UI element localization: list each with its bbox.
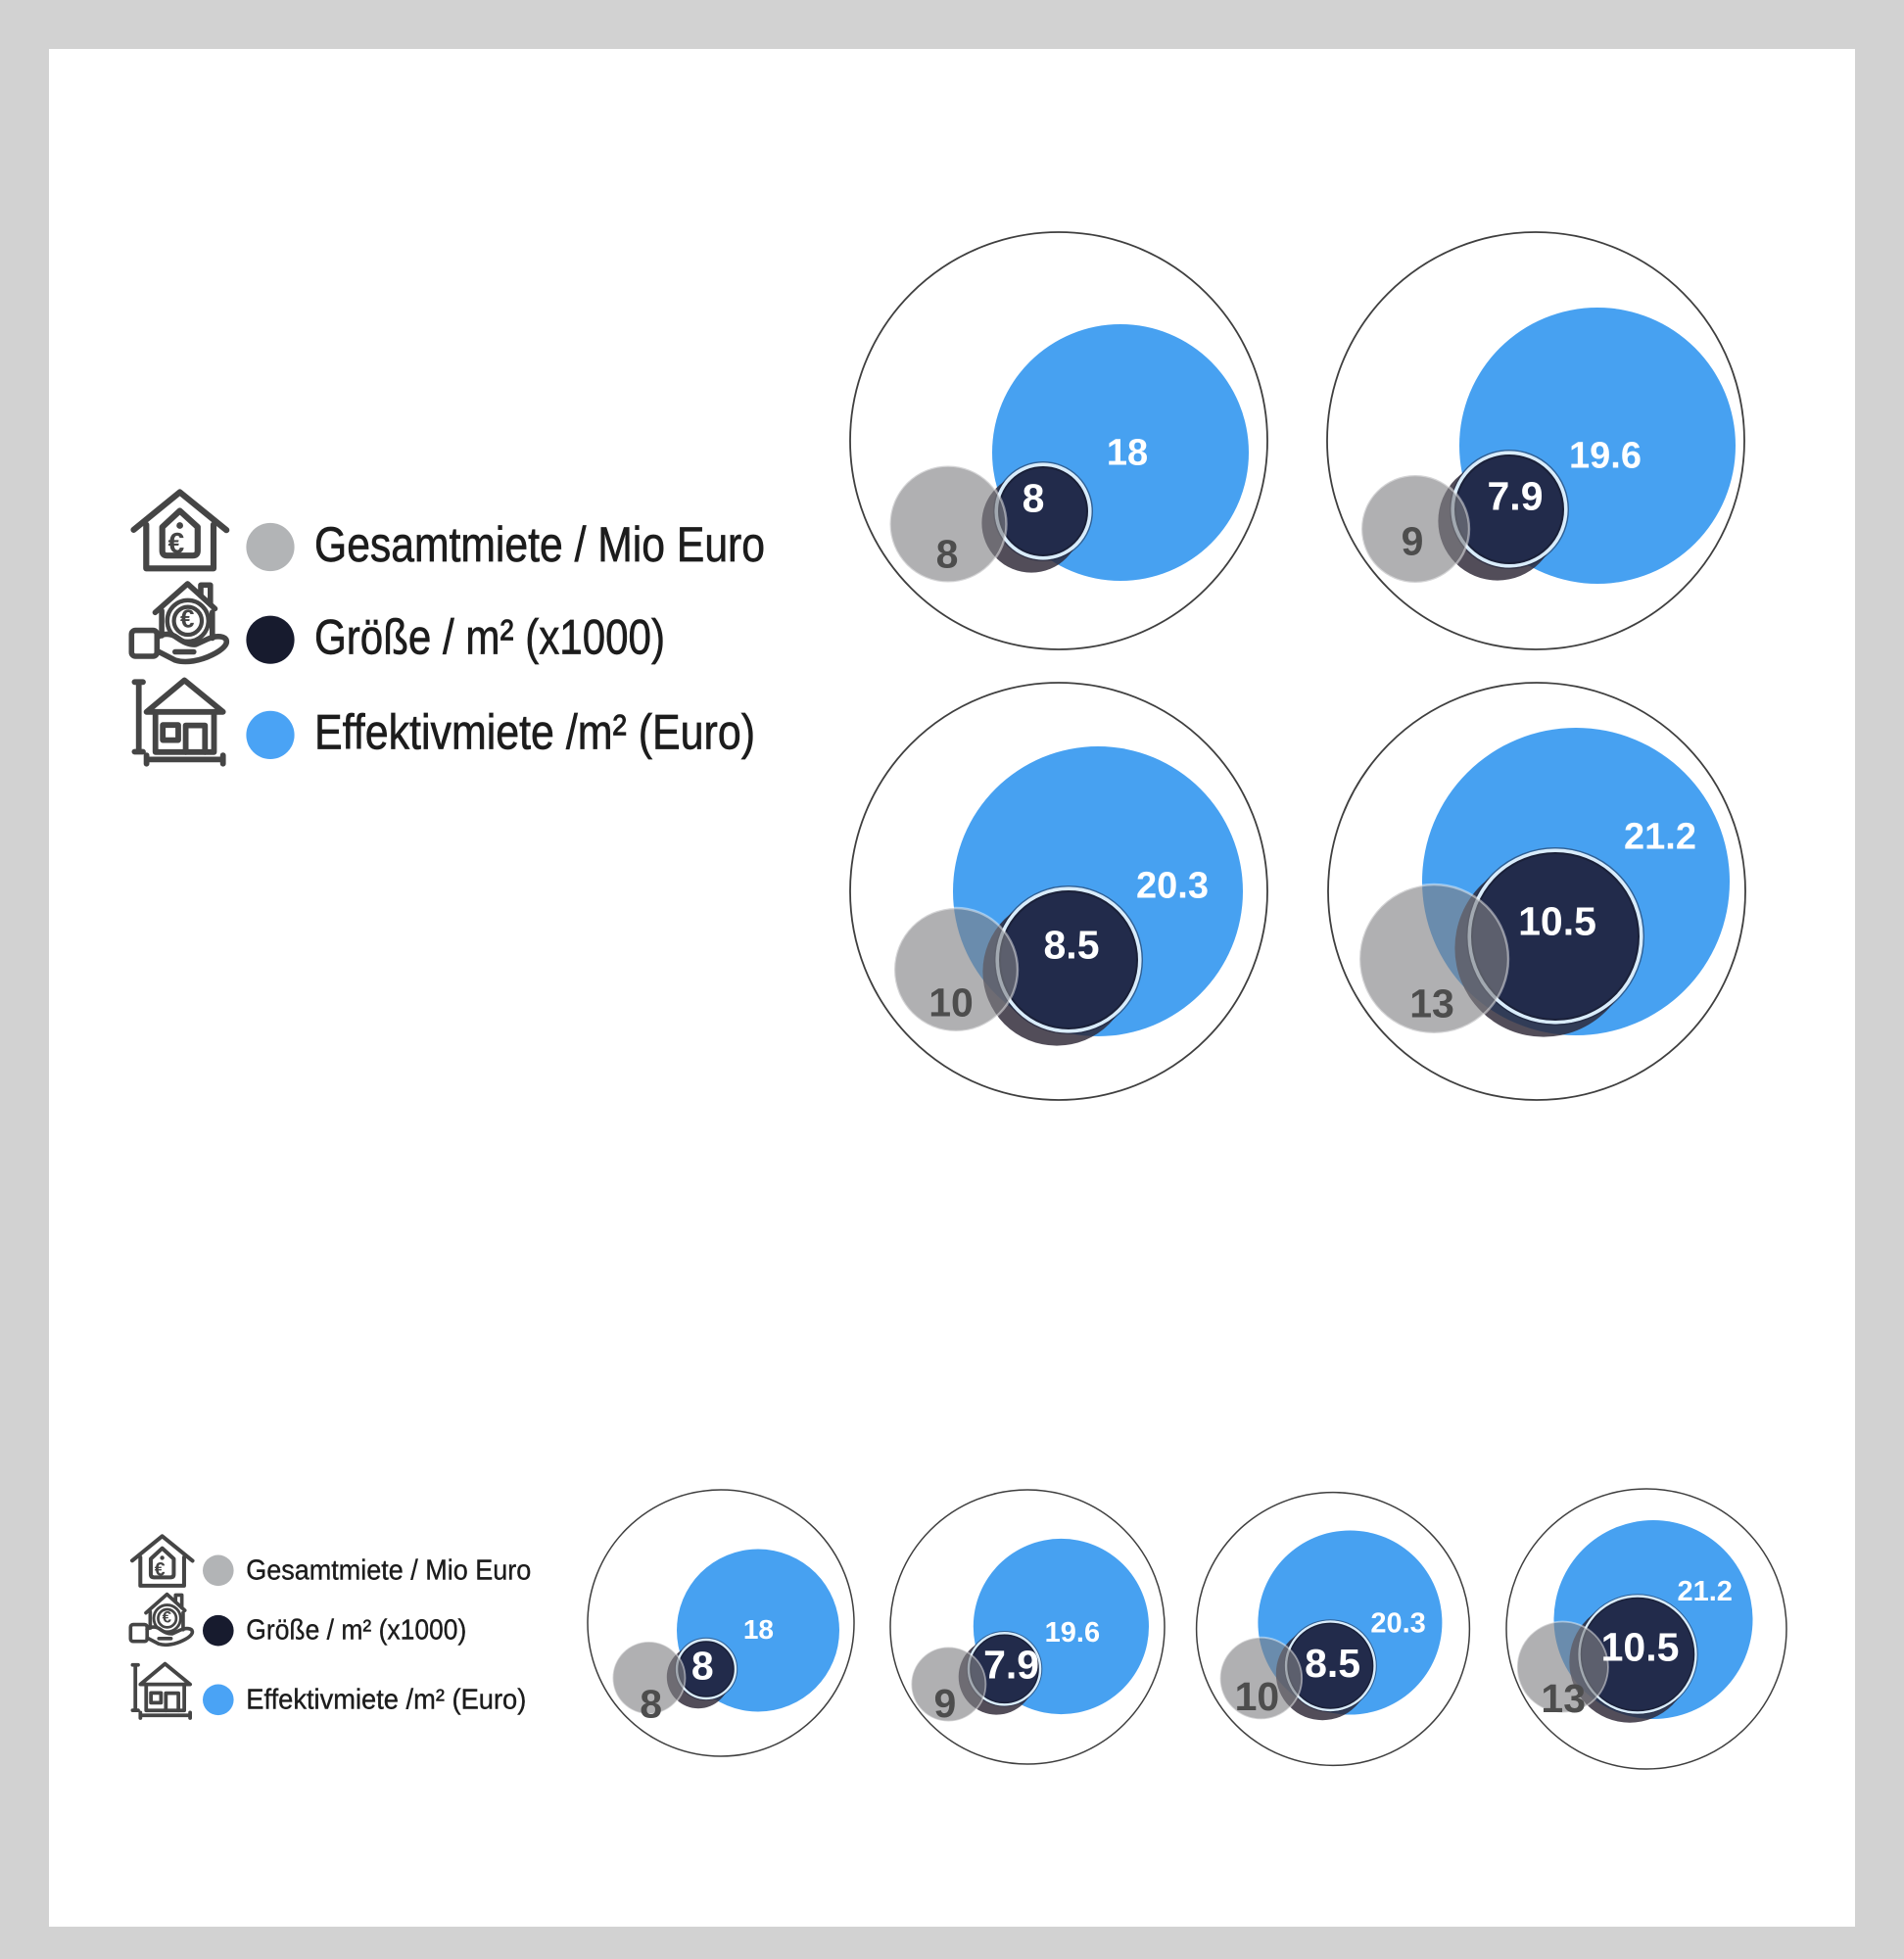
svg-text:9: 9: [933, 1681, 956, 1726]
svg-text:20.3: 20.3: [1136, 865, 1209, 906]
svg-text:19.6: 19.6: [1569, 435, 1642, 476]
svg-text:13: 13: [1409, 980, 1454, 1026]
svg-text:8: 8: [691, 1643, 714, 1688]
svg-text:19.6: 19.6: [1045, 1617, 1100, 1648]
svg-text:10.5: 10.5: [1601, 1625, 1680, 1670]
svg-text:Gesamtmiete / Mio Euro: Gesamtmiete / Mio Euro: [314, 517, 765, 572]
svg-text:21.2: 21.2: [1624, 816, 1696, 857]
svg-text:Gesamtmiete / Mio Euro: Gesamtmiete / Mio Euro: [246, 1554, 531, 1586]
svg-text:Größe / m² (x1000): Größe / m² (x1000): [314, 610, 665, 665]
svg-text:10: 10: [1235, 1674, 1280, 1719]
svg-text:8.5: 8.5: [1305, 1641, 1360, 1686]
svg-text:20.3: 20.3: [1370, 1607, 1425, 1639]
svg-text:Effektivmiete /m² (Euro): Effektivmiete /m² (Euro): [314, 705, 755, 760]
svg-text:Größe / m² (x1000): Größe / m² (x1000): [246, 1615, 466, 1647]
svg-text:7.9: 7.9: [1488, 473, 1544, 518]
svg-text:21.2: 21.2: [1677, 1576, 1732, 1607]
svg-text:9: 9: [1402, 518, 1424, 563]
svg-text:7.9: 7.9: [983, 1642, 1039, 1687]
svg-text:8: 8: [1023, 475, 1045, 520]
svg-text:13: 13: [1541, 1676, 1586, 1721]
svg-text:8.5: 8.5: [1044, 922, 1100, 967]
svg-text:8: 8: [640, 1681, 662, 1726]
svg-text:10: 10: [928, 980, 974, 1025]
svg-text:18: 18: [743, 1614, 774, 1645]
svg-text:Effektivmiete /m² (Euro): Effektivmiete /m² (Euro): [246, 1684, 526, 1715]
svg-text:8: 8: [936, 531, 959, 576]
svg-text:10.5: 10.5: [1518, 898, 1596, 943]
svg-text:18: 18: [1107, 432, 1148, 473]
